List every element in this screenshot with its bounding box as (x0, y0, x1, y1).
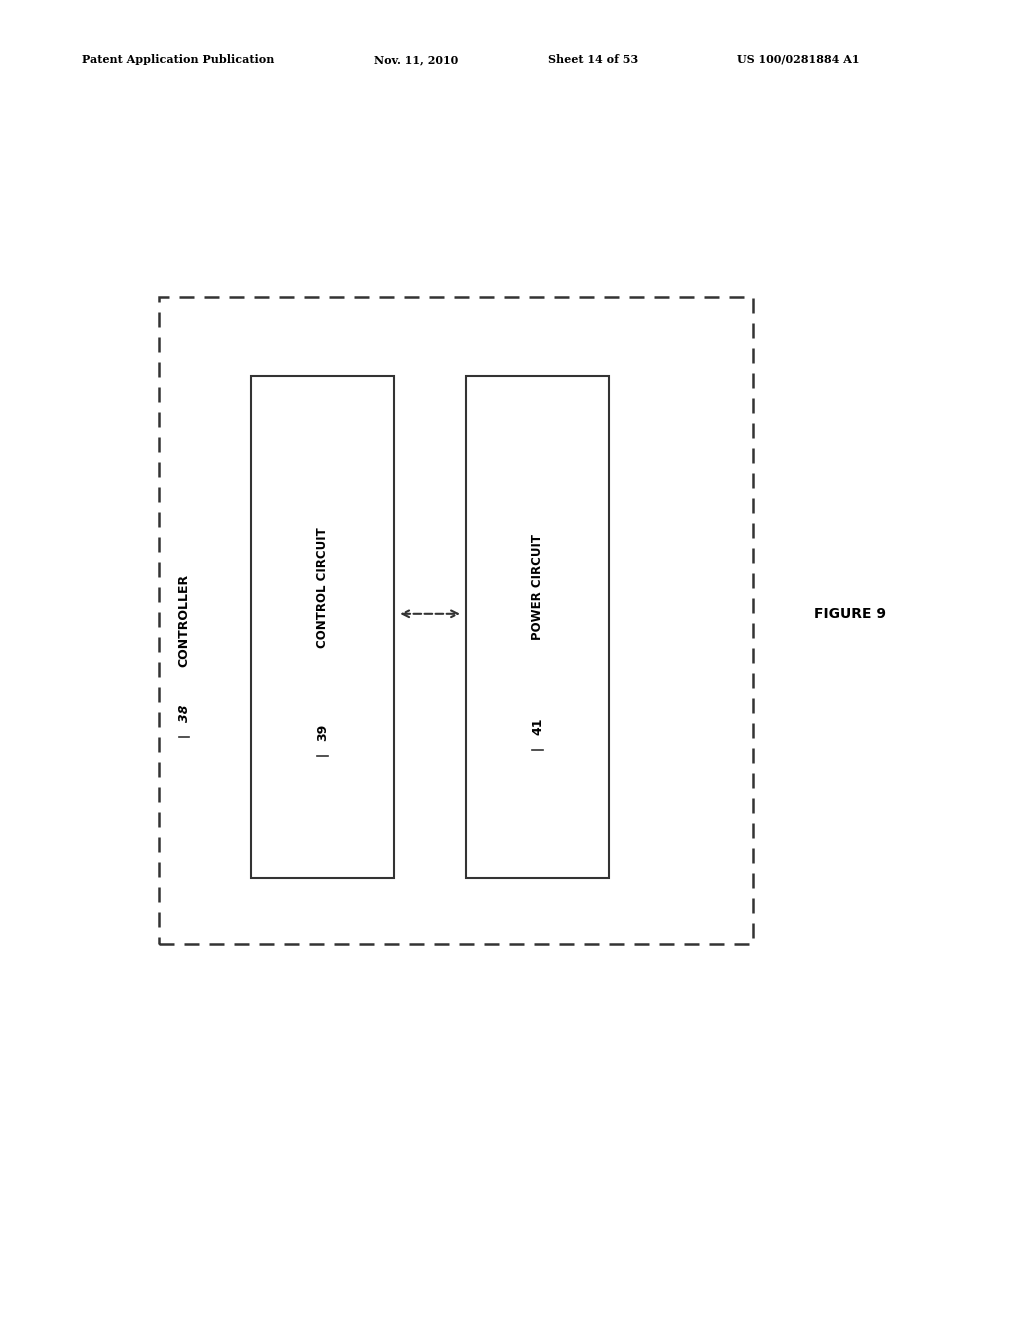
Text: 41: 41 (531, 717, 544, 735)
Text: CONTROL CIRCUIT: CONTROL CIRCUIT (316, 527, 329, 648)
Text: 39: 39 (316, 723, 329, 742)
Text: CONTROLLER: CONTROLLER (178, 574, 190, 667)
Text: Nov. 11, 2010: Nov. 11, 2010 (374, 54, 458, 65)
Text: US 100/0281884 A1: US 100/0281884 A1 (737, 54, 860, 65)
Text: Sheet 14 of 53: Sheet 14 of 53 (548, 54, 638, 65)
Text: POWER CIRCUIT: POWER CIRCUIT (531, 535, 544, 640)
Text: Patent Application Publication: Patent Application Publication (82, 54, 274, 65)
Text: 38: 38 (178, 704, 190, 722)
FancyBboxPatch shape (466, 376, 609, 878)
Text: FIGURE 9: FIGURE 9 (814, 607, 886, 620)
FancyBboxPatch shape (251, 376, 394, 878)
